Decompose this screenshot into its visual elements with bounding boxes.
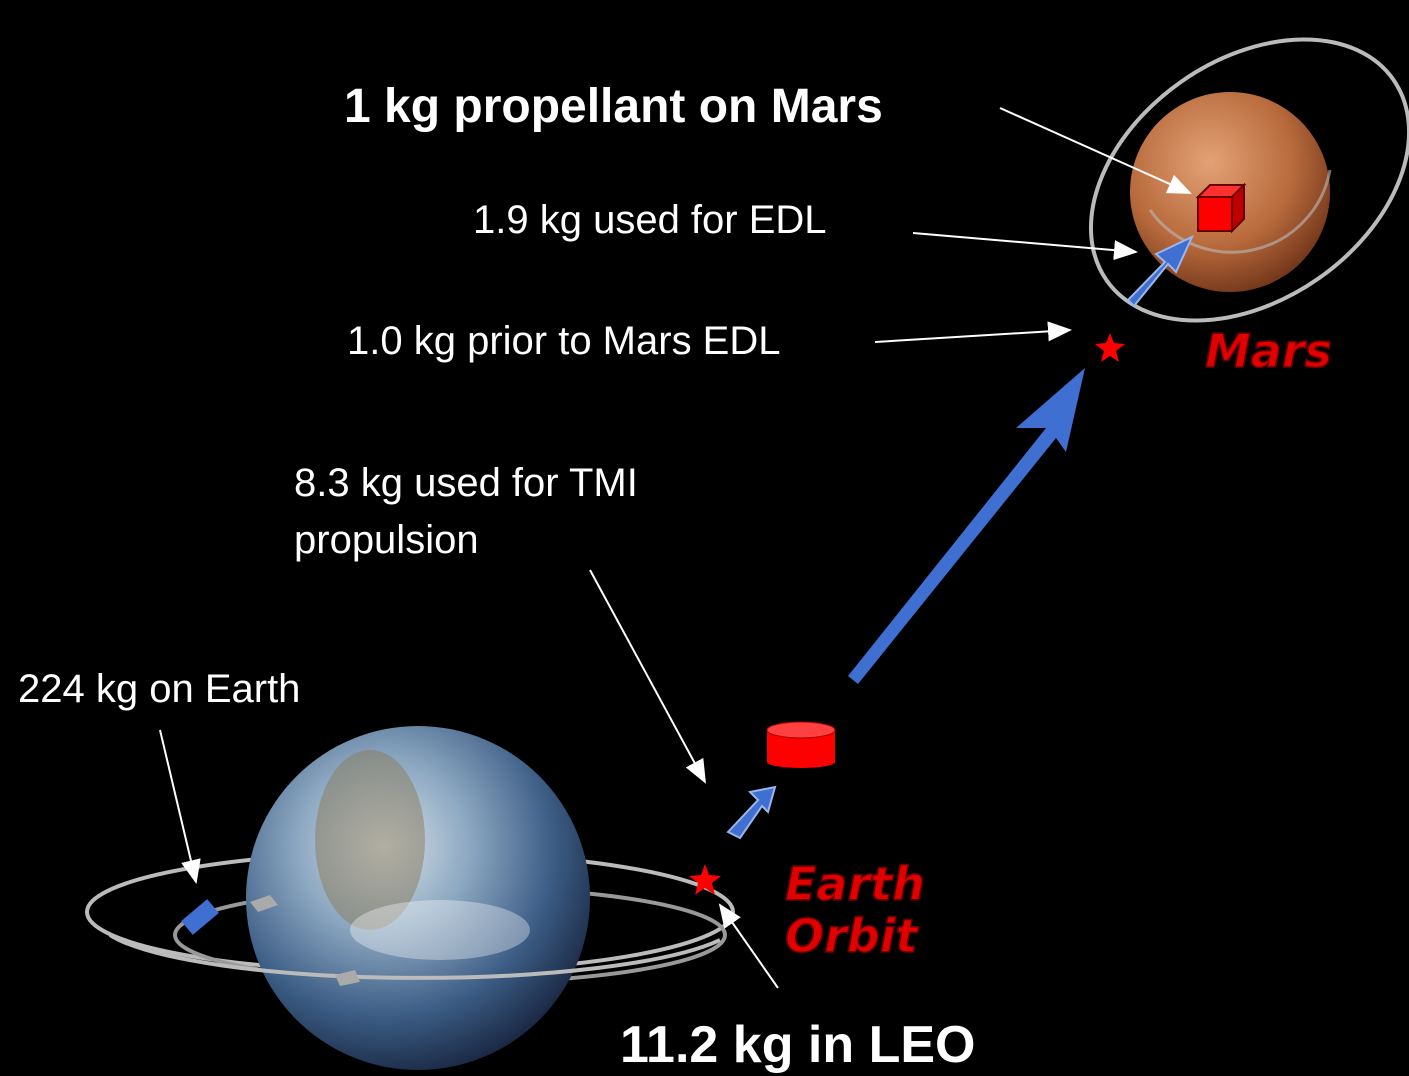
pointer [875, 330, 1070, 342]
label: 224 kg on Earth [18, 667, 300, 711]
label: 11.2 kg in LEO [620, 1016, 975, 1074]
star [1095, 333, 1125, 362]
place-label: Earth [785, 857, 925, 911]
transfer-arrow [848, 368, 1085, 684]
cube [1198, 197, 1232, 231]
diagram: 1 kg propellant on Mars 1.9 kg used for … [0, 0, 1409, 1076]
propellant-tank-top [767, 722, 835, 738]
label: 1.9 kg used for EDL [473, 198, 827, 242]
title: 1 kg propellant on Mars [344, 80, 883, 133]
pointer [590, 570, 705, 782]
earth-clouds [350, 900, 530, 960]
pointer [720, 905, 778, 988]
place-label: Orbit [785, 909, 919, 963]
label: 8.3 kg used for TMI [294, 461, 638, 505]
pointer [913, 233, 1136, 252]
pointer [160, 730, 196, 882]
earth [246, 726, 590, 1070]
star [689, 864, 721, 895]
label: 1.0 kg prior to Mars EDL [347, 319, 781, 363]
place-label: Mars [1205, 324, 1332, 378]
page: 1 kg propellant on Mars 1.9 kg used for … [0, 0, 1409, 1076]
label: propulsion [294, 518, 479, 562]
propellant-tank-base [767, 756, 835, 768]
spacecraft [181, 899, 219, 935]
tmi-arrow [728, 787, 775, 838]
